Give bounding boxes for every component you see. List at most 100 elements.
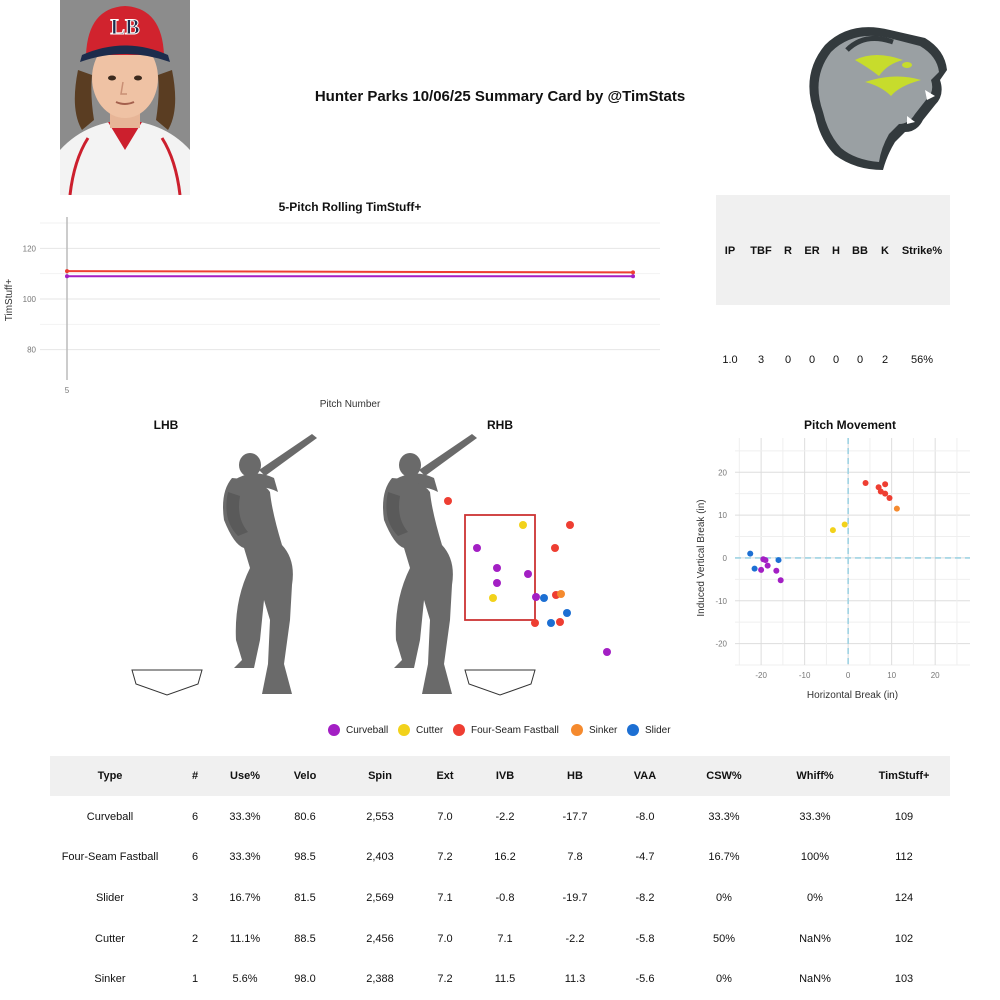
zone-pitch-point-slider — [547, 619, 555, 627]
stat-header-h: H — [832, 245, 840, 257]
table-cell: 0% — [807, 892, 823, 904]
rolling-y-tick: 120 — [23, 244, 37, 253]
table-cell: -8.0 — [635, 811, 655, 823]
table-header-timstuff: TimStuff+ — [878, 770, 930, 782]
table-cell: 2 — [191, 933, 199, 945]
rolling-y-tick: 100 — [23, 295, 37, 304]
movement-x-tick: 0 — [846, 671, 851, 680]
table-header-velo: Velo — [293, 770, 317, 782]
pitch-movement-chart: -20 -10 0 10 20 -20 -10 0 10 20 Horizontal Break (… — [696, 438, 970, 701]
movement-point-four-seam-fastball — [882, 481, 889, 488]
rolling-series-point — [65, 269, 69, 274]
table-cell: 1 — [191, 973, 199, 985]
stat-value-bb: 0 — [856, 354, 864, 366]
zone-pitch-point-four-seam-fastball — [551, 544, 559, 552]
table-cell: 124 — [894, 892, 914, 904]
stat-value-strike: 56% — [910, 354, 934, 366]
movement-x-tick: 20 — [931, 671, 940, 680]
legend-item-slider: Slider — [627, 724, 671, 736]
table-cell: 112 — [895, 851, 913, 863]
table-cell: 102 — [894, 933, 914, 945]
movement-chart-title: Pitch Movement — [803, 418, 896, 432]
table-cell: -5.8 — [635, 933, 655, 945]
rolling-x-tick: 5 — [65, 386, 70, 395]
legend-swatch — [627, 724, 639, 736]
table-cell: 7.1 — [497, 933, 513, 945]
stat-value-er: 0 — [808, 354, 816, 366]
movement-point-four-seam-fastball — [862, 479, 869, 486]
table-cell: -4.7 — [635, 851, 655, 863]
stat-header-r: R — [784, 245, 792, 257]
legend-item-cutter: Cutter — [398, 724, 443, 736]
table-cell: Sinker — [94, 973, 126, 985]
table-cell: NaN% — [799, 973, 831, 985]
table-cell: 7.1 — [437, 892, 453, 904]
table-cell: 7.2 — [437, 851, 453, 863]
table-cell: 2,388 — [366, 973, 394, 985]
table-cell: -0.8 — [495, 892, 515, 904]
table-cell: 5.6% — [232, 973, 258, 985]
stat-header-ip: IP — [724, 245, 736, 257]
lhb-batter-silhouette — [223, 434, 317, 694]
rolling-y-tick: 80 — [27, 346, 36, 355]
table-cell: -17.7 — [562, 811, 588, 823]
legend-label: Four-Seam Fastball — [471, 724, 559, 736]
zone-pitch-point-cutter — [489, 594, 497, 602]
movement-y-tick: 20 — [718, 468, 727, 477]
table-cell: 0% — [716, 892, 732, 904]
rolling-y-axis-title: TimStuff+ — [4, 279, 15, 322]
legend-swatch — [571, 724, 583, 736]
table-header-csw: CSW% — [706, 770, 742, 782]
zone-pitch-point-curveball — [532, 593, 540, 601]
legend-swatch — [398, 724, 410, 736]
stat-header-strike: Strike% — [901, 245, 943, 257]
zone-pitch-point-curveball — [473, 544, 481, 552]
table-cell: 2,456 — [366, 933, 394, 945]
rolling-x-axis-title: Pitch Number — [320, 399, 381, 410]
movement-point-slider — [747, 550, 754, 557]
rolling-chart-title: 5-Pitch Rolling TimStuff+ — [278, 200, 422, 214]
table-cell: 16.7% — [708, 851, 740, 863]
table-header-count: # — [191, 770, 199, 782]
zone-pitch-point-slider — [563, 609, 571, 617]
movement-x-tick: -20 — [755, 671, 767, 680]
rolling-series-point — [631, 274, 635, 279]
table-cell: 109 — [894, 811, 914, 823]
stat-value-ip: 1.0 — [722, 354, 738, 366]
table-cell: 33.3% — [229, 851, 261, 863]
rolling-timstuff-chart: 80 100 120 5 Pitch Number TimStuff+ — [4, 217, 660, 410]
stat-header-k: K — [881, 245, 889, 257]
table-header-type: Type — [97, 770, 123, 782]
table-cell: -5.6 — [635, 973, 655, 985]
table-cell: 33.3% — [799, 811, 831, 823]
table-cell: 16.2 — [494, 851, 516, 863]
table-cell: 7.2 — [437, 973, 453, 985]
stat-value-tbf: 3 — [757, 354, 765, 366]
table-cell: 100% — [800, 851, 830, 863]
table-cell: Slider — [95, 892, 125, 904]
table-cell: 0% — [716, 973, 732, 985]
rhb-batter-silhouette — [383, 434, 477, 694]
zone-pitch-point-curveball — [603, 648, 611, 656]
table-cell: 6 — [191, 811, 199, 823]
legend-item-four-seam-fastball: Four-Seam Fastball — [453, 724, 559, 736]
zone-pitch-point-four-seam-fastball — [531, 619, 539, 627]
table-cell: 98.5 — [294, 851, 316, 863]
legend-item-sinker: Sinker — [571, 724, 617, 736]
movement-x-axis-title: Horizontal Break (in) — [807, 690, 898, 701]
legend-swatch — [328, 724, 340, 736]
movement-point-curveball — [773, 567, 780, 574]
table-cell: 88.5 — [294, 933, 316, 945]
movement-y-tick: -20 — [715, 640, 727, 649]
zone-pitch-point-cutter — [519, 521, 527, 529]
table-cell: 81.5 — [294, 892, 316, 904]
table-cell: -19.7 — [562, 892, 588, 904]
page-title: Hunter Parks 10/06/25 Summary Card by @T… — [314, 88, 686, 105]
stat-value-k: 2 — [881, 354, 889, 366]
legend-label: Curveball — [346, 724, 389, 736]
table-cell: Curveball — [86, 811, 134, 823]
table-cell: 3 — [191, 892, 199, 904]
movement-x-tick: -10 — [799, 671, 811, 680]
table-cell: 50% — [712, 933, 736, 945]
table-header-vaa: VAA — [633, 770, 657, 782]
